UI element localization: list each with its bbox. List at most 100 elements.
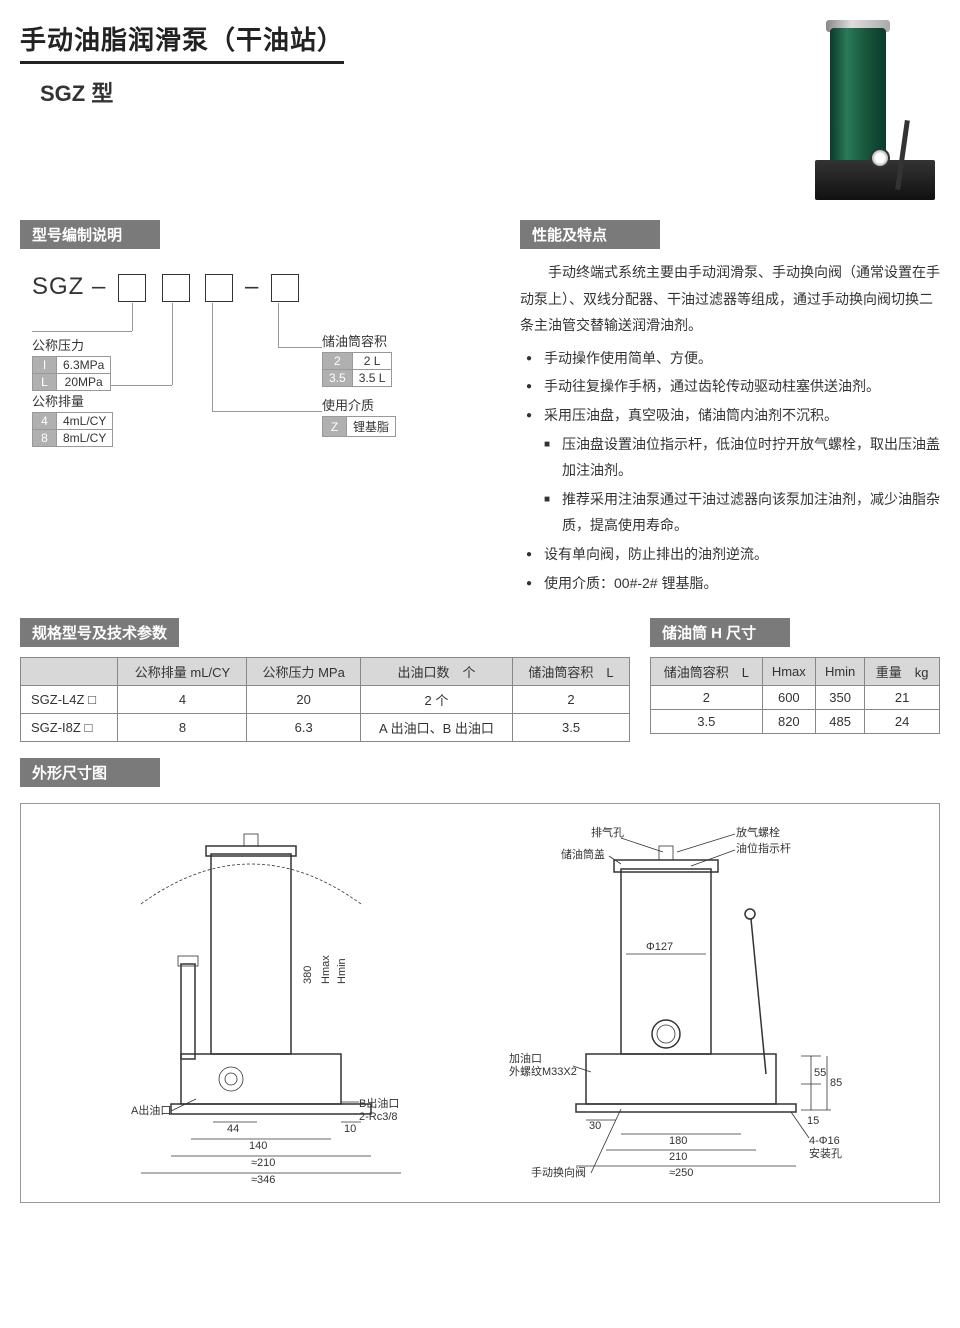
title-block: 手动油脂润滑泵（干油站） SGZ 型 xyxy=(20,20,810,108)
dim-hmax: Hmax xyxy=(320,955,332,984)
feature-item: 手动往复操作手柄，通过齿轮传动驱动柱塞供送油剂。 xyxy=(526,373,940,400)
cap-key-0: 2 xyxy=(323,353,353,370)
table-cell: 2 个 xyxy=(360,686,512,714)
spec-tables-row: 规格型号及技术参数 公称排量 mL/CY公称压力 MPa出油口数 个储油筒容积 … xyxy=(20,618,940,742)
dim-phi127: Φ127 xyxy=(646,941,673,953)
table-cell: 6.3 xyxy=(247,714,360,742)
pressure-key-1: L xyxy=(33,374,57,391)
feature-item: 推荐采用注油泵通过干油过滤器向该泵加注油剂，减少油脂杂质，提高使用寿命。 xyxy=(526,486,940,539)
param-medium: 使用介质 Z锂基脂 xyxy=(322,395,396,437)
label-holes2: 安装孔 xyxy=(809,1146,842,1160)
product-photo xyxy=(810,20,940,210)
label-vent: 排气孔 xyxy=(591,825,624,839)
table-cell: 350 xyxy=(816,686,865,710)
dim-10: 10 xyxy=(344,1123,356,1135)
features-col: 性能及特点 手动终端式系统主要由手动润滑泵、手动换向阀（通常设置在手动泵上）、双… xyxy=(520,220,940,598)
spec-table-block: 规格型号及技术参数 公称排量 mL/CY公称压力 MPa出油口数 个储油筒容积 … xyxy=(20,618,630,742)
code-box-3 xyxy=(205,274,233,302)
dim-15: 15 xyxy=(807,1115,819,1127)
line-1 xyxy=(132,303,133,331)
label-thread: 2-Rc3/8 xyxy=(359,1111,398,1123)
table-header: 公称压力 MPa xyxy=(247,658,360,686)
disp-key-0: 4 xyxy=(33,413,57,430)
dim-85: 85 xyxy=(830,1077,842,1089)
feature-item: 压油盘设置油位指示杆，低油位时拧开放气螺栓，取出压油盖加注油剂。 xyxy=(526,431,940,484)
table-cell: 3.5 xyxy=(513,714,630,742)
label-thread2: 外螺纹M33X2 xyxy=(509,1064,577,1078)
capacity-table: 22 L 3.53.5 L xyxy=(322,352,392,387)
pressure-label: 公称压力 xyxy=(32,335,111,354)
table-cell: 21 xyxy=(865,686,940,710)
medium-label: 使用介质 xyxy=(322,395,396,414)
line-4b xyxy=(278,347,322,348)
dim-210: ≈210 xyxy=(251,1157,275,1169)
features-intro: 手动终端式系统主要由手动润滑泵、手动换向阀（通常设置在手动泵上）、双线分配器、干… xyxy=(520,259,940,339)
code-box-2 xyxy=(162,274,190,302)
section-specs: 规格型号及技术参数 xyxy=(20,618,179,647)
features-list: 手动操作使用简单、方便。手动往复操作手柄，通过齿轮传动驱动柱塞供送油剂。采用压油… xyxy=(520,345,940,596)
dim-140: 140 xyxy=(249,1140,267,1152)
pump-gauge-graphic xyxy=(870,148,890,168)
model-code-text: SGZ – – xyxy=(32,273,303,302)
cap-val-0: 2 L xyxy=(352,353,392,370)
dim-210b: 210 xyxy=(669,1151,687,1163)
outline-diagram: 44 10 140 ≈210 ≈346 380 Hmax Hmin A出油口 B… xyxy=(20,803,940,1203)
label-bolt: 放气螺栓 xyxy=(736,825,780,839)
table-header: Hmin xyxy=(816,658,865,686)
cap-key-1: 3.5 xyxy=(323,370,353,387)
cap-val-1: 3.5 L xyxy=(352,370,392,387)
line-4 xyxy=(278,303,279,347)
tank-table-block: 储油筒 H 尺寸 储油筒容积 LHmaxHmin重量 kg2600350213.… xyxy=(650,618,940,734)
dim-180: 180 xyxy=(669,1135,687,1147)
dim-hmin: Hmin xyxy=(336,958,348,984)
code-box-1 xyxy=(118,274,146,302)
disp-val-1: 8mL/CY xyxy=(57,430,113,447)
table-cell: 24 xyxy=(865,710,940,734)
line-3 xyxy=(212,303,213,411)
dim-55: 55 xyxy=(814,1067,826,1079)
displacement-label: 公称排量 xyxy=(32,391,113,410)
label-valve: 手动换向阀 xyxy=(531,1165,586,1179)
outline-section: 外形尺寸图 44 10 140 ≈210 xyxy=(20,758,940,1203)
code-prefix: SGZ – xyxy=(32,273,106,300)
pressure-val-0: 6.3MPa xyxy=(57,357,111,374)
label-indicator: 油位指示杆 xyxy=(736,841,791,855)
table-cell: 485 xyxy=(816,710,865,734)
medium-key-0: Z xyxy=(323,417,347,437)
table-header: 储油筒容积 L xyxy=(651,658,763,686)
label-a-outlet: A出油口 xyxy=(131,1103,171,1117)
table-cell: SGZ-I8Z □ xyxy=(21,714,118,742)
table-cell: 820 xyxy=(762,710,815,734)
table-cell: 2 xyxy=(513,686,630,714)
table-cell: 4 xyxy=(118,686,247,714)
table-header: 储油筒容积 L xyxy=(513,658,630,686)
line-3b xyxy=(212,411,322,412)
front-view-svg: 44 10 140 ≈210 ≈346 380 Hmax Hmin A出油口 B… xyxy=(81,824,461,1184)
table-header: 公称排量 mL/CY xyxy=(118,658,247,686)
table-cell: SGZ-L4Z □ xyxy=(21,686,118,714)
medium-table: Z锂基脂 xyxy=(322,416,396,437)
label-fillport: 加油口 xyxy=(509,1051,542,1065)
model-description-col: 型号编制说明 SGZ – – 公称压力 I6.3MPa xyxy=(20,220,490,598)
feature-item: 设有单向阀，防止排出的油剂逆流。 xyxy=(526,541,940,568)
pump-cylinder-graphic xyxy=(830,28,886,163)
label-b-outlet: B出油口 xyxy=(359,1096,399,1110)
code-dash: – xyxy=(245,273,259,300)
label-cap: 储油筒盖 xyxy=(561,847,605,861)
dim-250: ≈250 xyxy=(669,1167,693,1179)
page-header: 手动油脂润滑泵（干油站） SGZ 型 xyxy=(20,20,940,210)
feature-item: 手动操作使用简单、方便。 xyxy=(526,345,940,372)
table-cell: 3.5 xyxy=(651,710,763,734)
section-model-desc: 型号编制说明 xyxy=(20,220,160,249)
dim-346: ≈346 xyxy=(251,1174,275,1186)
param-displacement: 公称排量 44mL/CY 88mL/CY xyxy=(32,391,113,447)
table-header: 出油口数 个 xyxy=(360,658,512,686)
line-2 xyxy=(172,303,173,385)
label-holes: 4-Φ16 xyxy=(809,1135,840,1147)
dim-380: 380 xyxy=(302,966,314,984)
section-tank-dim: 储油筒 H 尺寸 xyxy=(650,618,790,647)
table-cell: 600 xyxy=(762,686,815,710)
medium-val-0: 锂基脂 xyxy=(347,417,396,437)
pressure-val-1: 20MPa xyxy=(57,374,111,391)
table-header: Hmax xyxy=(762,658,815,686)
